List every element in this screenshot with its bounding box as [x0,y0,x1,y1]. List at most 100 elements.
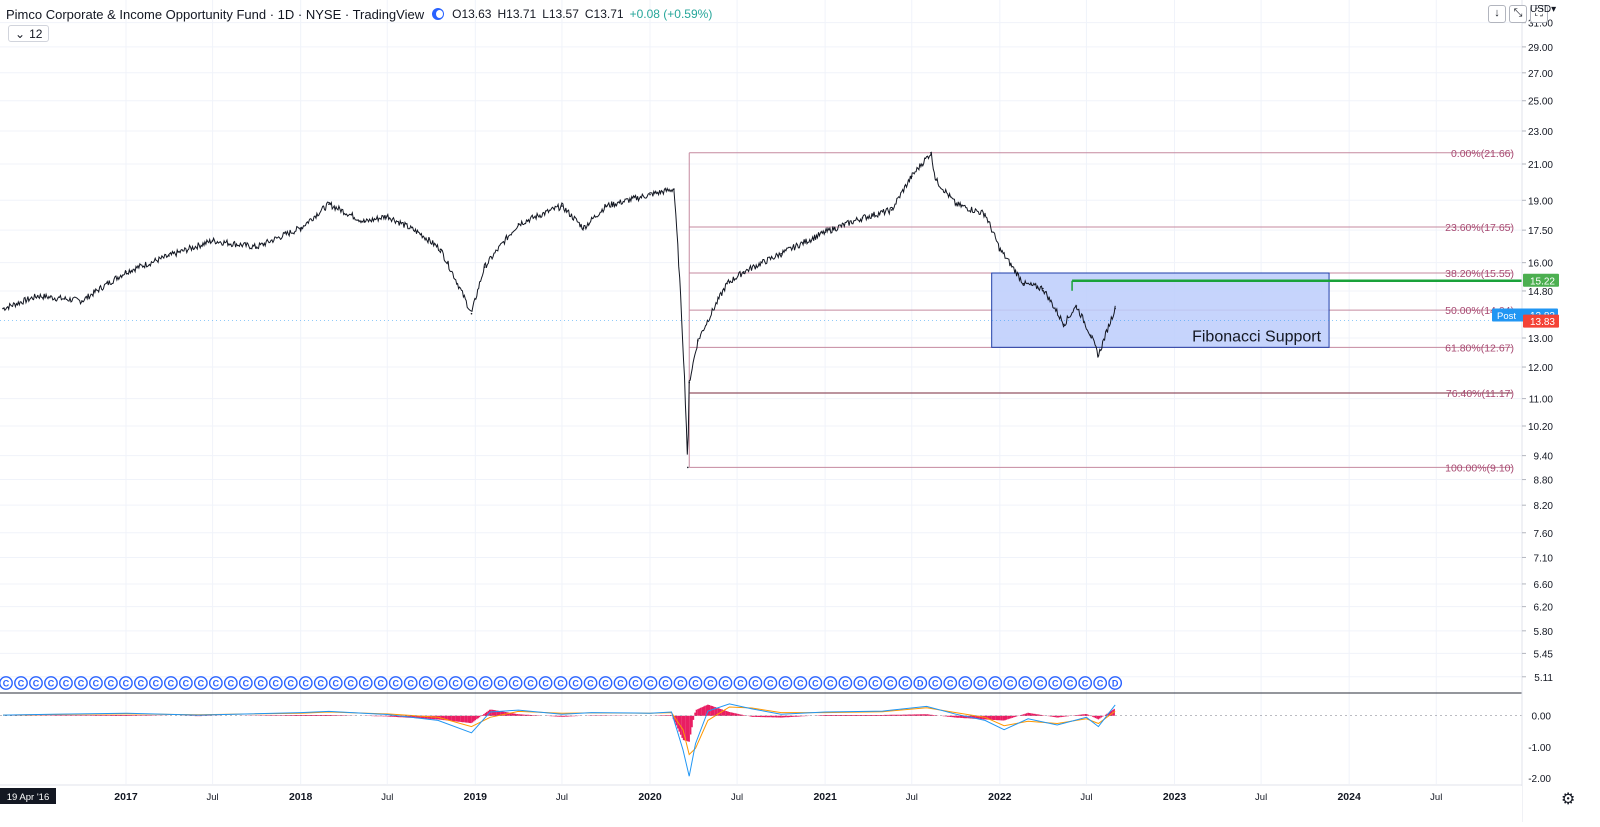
macd-tick-label: 0.00 [1532,712,1552,723]
dividend-marker: C [60,677,72,689]
dividend-marker: C [794,677,806,689]
high-value: H13.71 [497,7,536,21]
chevron-down-icon: ⌄ [15,27,25,41]
dividend-marker: C [899,677,911,689]
dividend-marker: C [0,677,12,689]
price-point [688,382,690,384]
macd-indicator [0,704,1522,776]
fib-level-label: 61.80%(12.67) [1445,342,1514,354]
dividend-marker: C [689,677,701,689]
dividend-marker: C [884,677,896,689]
dividend-marker: C [165,677,177,689]
dividend-marker: C [180,677,192,689]
price-tick-label: 6.60 [1534,580,1554,591]
dividend-marker: C [554,677,566,689]
price-point [300,227,302,229]
dividend-marker: C [419,677,431,689]
fib-level-label: 38.20%(15.55) [1445,268,1514,280]
dividend-marker-letter: C [812,679,819,689]
price-point [256,246,258,248]
dividend-marker: D [1109,677,1121,689]
dividend-marker-letter: C [138,679,145,689]
indicator-count: 12 [29,27,42,41]
download-icon[interactable]: ↓ [1488,5,1506,23]
dividend-marker: D [914,677,926,689]
dividend-marker-letter: C [797,679,804,689]
dividend-marker-letter: C [1097,679,1104,689]
price-point [862,217,864,219]
indicator-collapse-toggle[interactable]: ⌄ 12 [8,25,49,42]
price-point [484,266,486,268]
price-point [1042,288,1044,290]
ohlc-readout: O13.63 H13.71 L13.57 C13.71 +0.08 (+0.59… [452,7,712,21]
currency-selector[interactable]: USD▾ [1530,4,1556,15]
dividend-marker: C [210,677,222,689]
time-axis-bg [0,786,1522,822]
dividend-marker-letter: C [482,679,489,689]
price-point [212,240,214,242]
fib-level-label: 76.40%(11.17) [1446,388,1514,400]
price-point [605,205,607,207]
price-tick-label: 7.10 [1534,553,1554,564]
dividend-marker: C [824,677,836,689]
time-tick-label: Jul [381,792,393,803]
dividend-marker: C [734,677,746,689]
price-point [1098,355,1100,357]
price-point [386,215,388,217]
fib-level-label: 23.60%(17.65) [1445,222,1514,234]
dividend-marker: C [390,677,402,689]
time-tick-label: 2020 [638,791,662,803]
dividend-marker-letter: C [273,679,280,689]
dividend-marker: C [809,677,821,689]
price-point [1114,308,1116,310]
time-tick-label: Jul [556,792,568,803]
dividend-marker: C [1049,677,1061,689]
dividend-marker: C [764,677,776,689]
dividend-marker: C [449,677,461,689]
dividend-marker: C [584,677,596,689]
price-axis-bg [1523,0,1600,822]
dividend-marker: C [360,677,372,689]
collapse-icon[interactable]: ⤡ [1509,5,1527,23]
dividend-marker: C [959,677,971,689]
time-tick-label: 2021 [813,791,837,803]
price-tick-label: 16.00 [1528,259,1553,270]
dividend-marker-letter: C [587,679,594,689]
dividend-marker-letter: C [872,679,879,689]
dividend-marker: C [494,677,506,689]
dividend-marker: C [105,677,117,689]
dividend-marker: C [300,677,312,689]
price-point [328,203,330,205]
dividend-marker-letter: C [1007,679,1014,689]
dividend-marker-letter: C [947,679,954,689]
price-point [697,340,699,342]
dividend-marker: C [1019,677,1031,689]
price-point [364,221,366,223]
dividend-marker-letter: C [902,679,909,689]
dividend-marker: C [195,677,207,689]
price-point [37,295,39,297]
price-point [935,179,937,181]
dividend-marker-letter: C [63,679,70,689]
price-tick-label: 27.00 [1528,69,1553,80]
dividend-marker-letter: C [332,679,339,689]
price-tick-label: 12.00 [1528,363,1553,374]
market-status-icon[interactable] [432,8,444,20]
dividend-marker-letter: C [557,679,564,689]
dividend-marker: C [30,677,42,689]
price-point [1090,334,1092,336]
dividend-marker: C [659,677,671,689]
dividend-marker-letter: C [542,679,549,689]
gear-icon[interactable]: ⚙ [1561,789,1575,809]
dividend-marker-letter: D [1112,679,1119,689]
price-point [891,209,893,211]
price-price-badge-label: 13.83 [1530,317,1555,328]
time-tick-label: Jul [906,792,918,803]
price-point [743,271,745,273]
dividend-marker-letter: C [1067,679,1074,689]
change-value: +0.08 (+0.59%) [630,7,713,21]
dividend-marker-letter: C [183,679,190,689]
dividend-marker-letter: C [258,679,265,689]
